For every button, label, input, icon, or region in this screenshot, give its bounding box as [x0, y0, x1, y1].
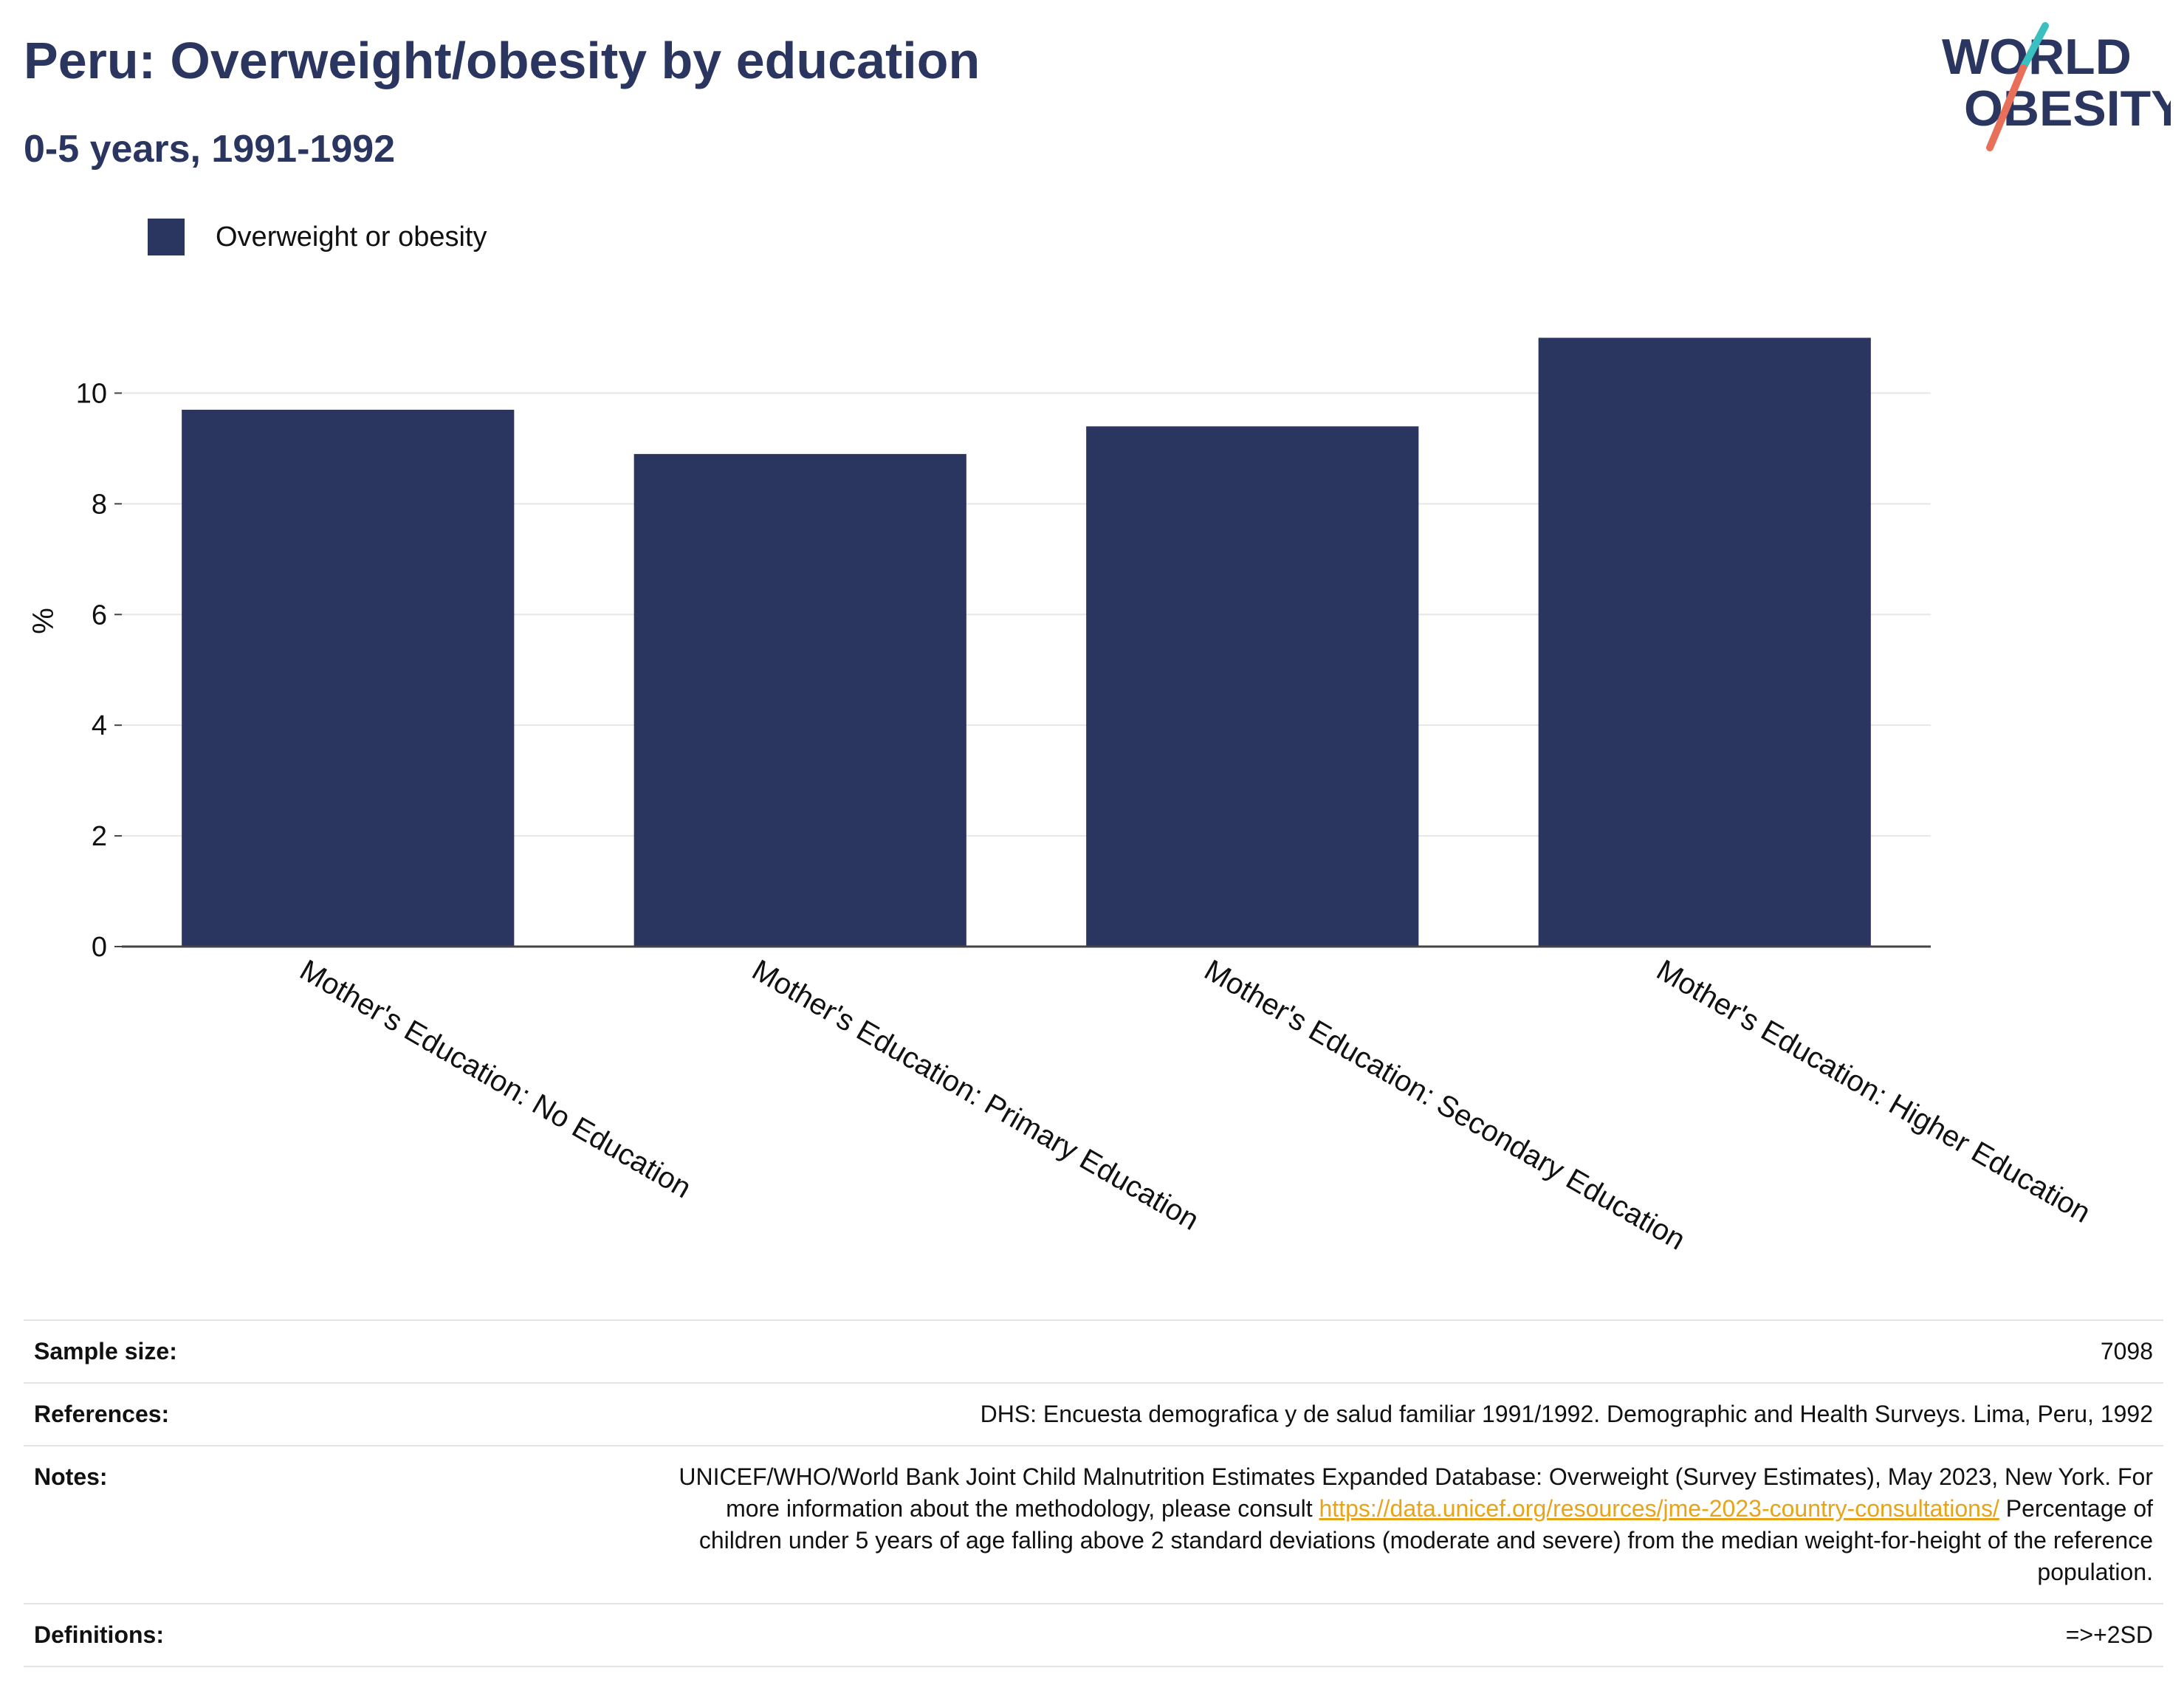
notes-value: UNICEF/WHO/World Bank Joint Child Malnut…: [676, 1461, 2153, 1588]
y-tick-label: 2: [92, 821, 107, 852]
info-row-definitions: Definitions: =>+2SD: [24, 1603, 2163, 1667]
info-row-references: References: DHS: Encuesta demografica y …: [24, 1382, 2163, 1445]
page-subtitle: 0-5 years, 1991-1992: [24, 128, 396, 171]
logo-slash-top: [2019, 22, 2049, 72]
notes-text-before: UNICEF/WHO/World Bank Joint Child Malnut…: [679, 1463, 2153, 1522]
y-tick-label: 8: [92, 489, 107, 520]
chart-legend: Overweight or obesity: [148, 219, 487, 255]
definitions-label: Definitions:: [34, 1621, 164, 1648]
logo-slash-bottom: [1986, 64, 2027, 151]
notes-methodology-link[interactable]: https://data.unicef.org/resources/jme-20…: [1319, 1495, 1999, 1522]
y-axis-ticks: 0 2 4 6 8 10: [76, 378, 122, 963]
x-tick-label: Mother's Education: No Education: [295, 954, 697, 1205]
y-axis-title: %: [27, 608, 60, 634]
y-tick-label: 10: [76, 378, 107, 409]
info-table: Sample size: 7098 References: DHS: Encue…: [24, 1319, 2163, 1667]
bars: [182, 337, 1871, 947]
bar: [633, 453, 966, 947]
sample-size-label: Sample size:: [34, 1338, 177, 1364]
bar: [1538, 337, 1871, 947]
x-axis-labels: Mother's Education: No Education Mother's…: [295, 954, 2096, 1257]
legend-label: Overweight or obesity: [216, 221, 487, 253]
notes-label: Notes:: [34, 1463, 108, 1490]
y-tick-label: 4: [92, 710, 107, 741]
y-tick-label: 6: [92, 600, 107, 631]
bar-chart: 0 2 4 6 8 10 Mother's Education: No Education…: [27, 337, 2096, 1257]
info-row-notes: Notes: UNICEF/WHO/World Bank Joint Child…: [24, 1445, 2163, 1603]
x-tick-label: Mother's Education: Primary Education: [746, 954, 1204, 1237]
world-obesity-logo: WORLD OBESITY: [1942, 22, 2171, 151]
page-title: Peru: Overweight/obesity by education: [24, 32, 981, 89]
bar: [1086, 426, 1419, 947]
sample-size-value: 7098: [2100, 1338, 2153, 1364]
x-tick-label: Mother's Education: Secondary Education: [1199, 954, 1691, 1257]
legend-swatch: [148, 219, 185, 255]
definitions-value: =>+2SD: [2065, 1621, 2153, 1648]
bar: [182, 409, 515, 947]
references-label: References:: [34, 1401, 170, 1427]
y-tick-label: 0: [92, 932, 107, 963]
references-value: DHS: Encuesta demografica y de salud fam…: [980, 1401, 2153, 1427]
notes-text-after: Percentage of children under 5 years of …: [698, 1495, 2153, 1585]
x-tick-label: Mother's Education: Higher Education: [1651, 954, 2095, 1229]
info-row-sample-size: Sample size: 7098: [24, 1319, 2163, 1382]
